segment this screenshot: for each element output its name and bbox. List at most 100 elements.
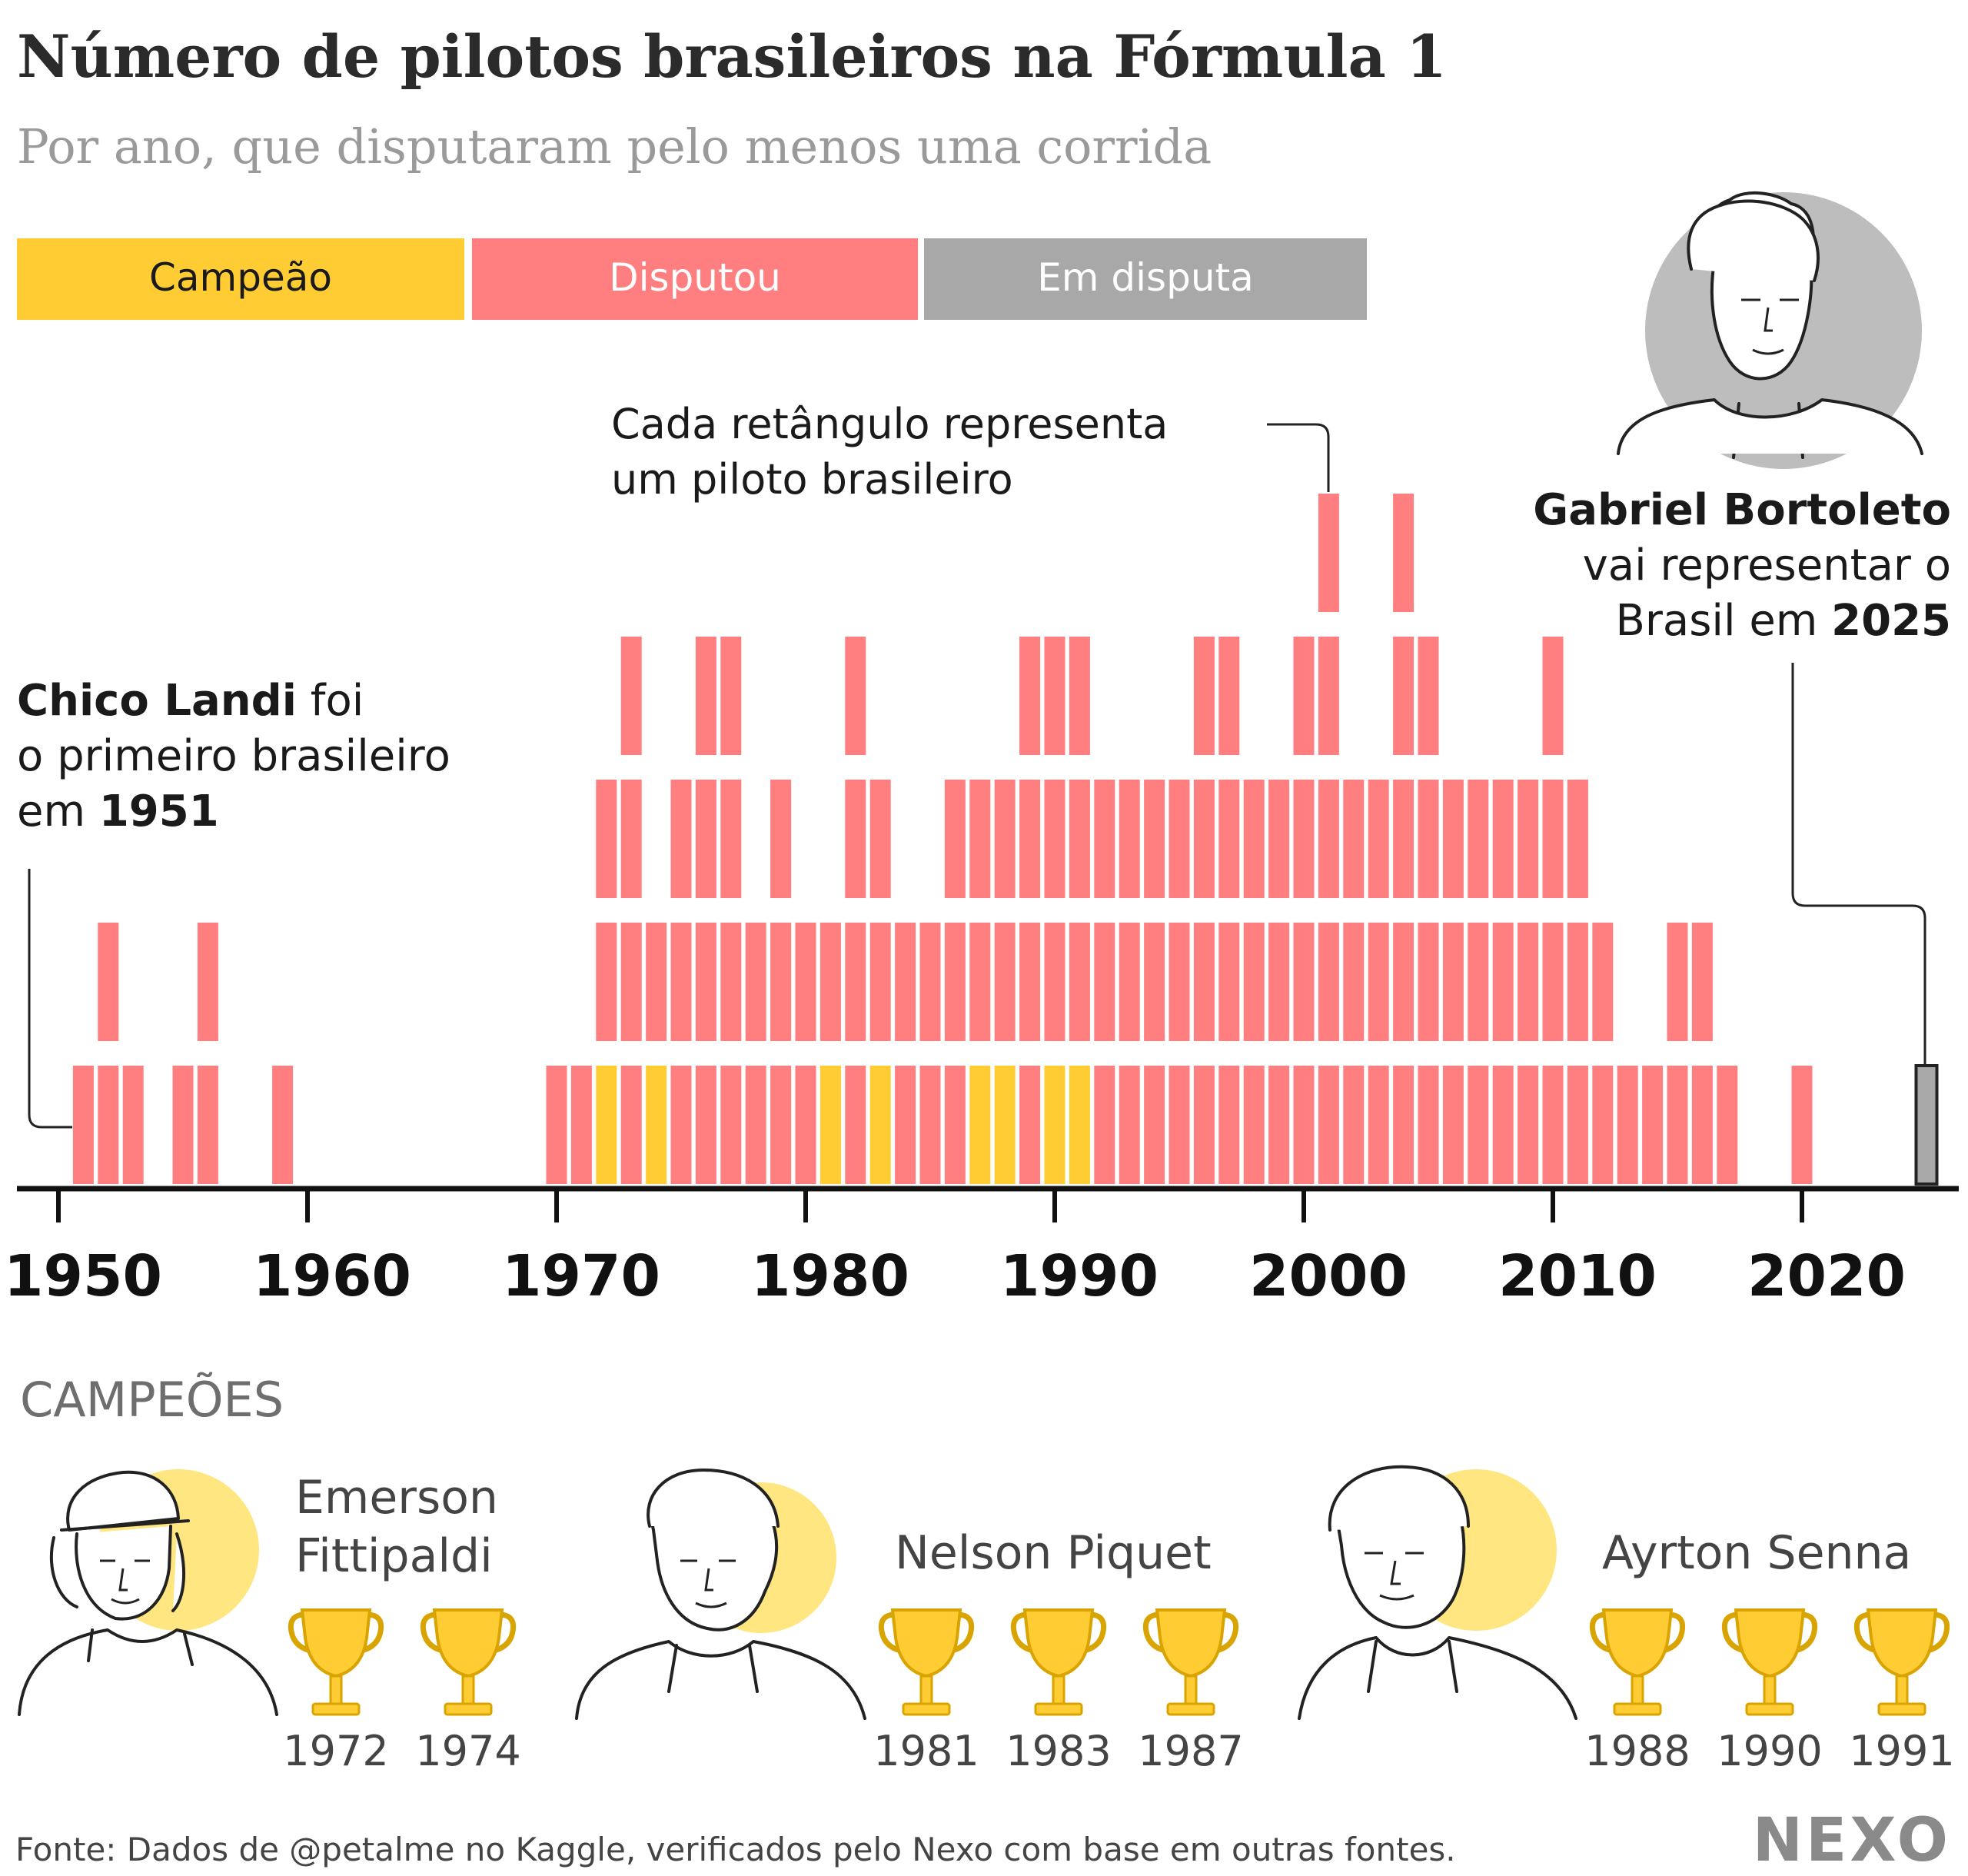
bar-driver	[596, 780, 617, 898]
bar-driver	[1368, 923, 1389, 1041]
bar-driver	[1418, 1066, 1439, 1184]
bar-driver	[1069, 780, 1090, 898]
bar-driver	[770, 1066, 792, 1184]
champion-title-year: 1990	[1717, 1727, 1822, 1775]
bar-driver	[1119, 923, 1140, 1041]
bar-driver	[1243, 780, 1265, 898]
bar-driver	[1468, 923, 1489, 1041]
annotation-each-rect-line2: um piloto brasileiro	[611, 455, 1013, 504]
bar-driver	[1019, 780, 1041, 898]
champion-portrait-senna	[1298, 1465, 1577, 1720]
x-tick-label: 2000	[1249, 1243, 1408, 1309]
bar-driver	[1542, 637, 1564, 755]
annotation-bortoleto-year: 2025	[1831, 596, 1951, 646]
bar-driver-champion	[646, 1066, 667, 1184]
bar-driver	[1293, 780, 1315, 898]
trophy-icon	[1142, 1608, 1239, 1716]
bar-driver-champion	[969, 1066, 991, 1184]
trophy-icon	[420, 1608, 517, 1716]
bar-driver	[1393, 923, 1414, 1041]
bar-driver	[919, 923, 941, 1041]
bar-driver	[695, 637, 716, 755]
x-axis-ticks: 1950 1960 1970 1980 1990 2000 2010 2020	[4, 1189, 1906, 1309]
bar-driver	[845, 1066, 866, 1184]
legend-label-raced: Disputou	[609, 255, 781, 300]
x-tick-label: 1950	[4, 1243, 162, 1309]
bar-driver	[1567, 923, 1588, 1041]
bar-driver	[670, 1066, 692, 1184]
bar-driver	[1667, 923, 1688, 1041]
bar-driver	[1019, 1066, 1041, 1184]
annotation-bortoleto-line2: vai representar o	[1583, 541, 1951, 590]
bar-driver	[1094, 780, 1115, 898]
bar-driver	[845, 637, 866, 755]
bar-driver	[1518, 780, 1539, 898]
legend-swatch-raced	[472, 238, 918, 320]
bar-driver	[670, 780, 692, 898]
bar-driver	[969, 923, 991, 1041]
bar-driver	[1667, 1066, 1688, 1184]
bar-driver	[1119, 1066, 1140, 1184]
bar-driver	[720, 1066, 742, 1184]
bar-driver-ongoing	[1914, 1064, 1939, 1186]
bar-driver	[795, 1066, 816, 1184]
bar-driver	[770, 923, 792, 1041]
bar-driver	[1144, 780, 1165, 898]
legend-label-ongoing: Em disputa	[1037, 255, 1254, 300]
bar-driver	[72, 1066, 94, 1184]
champion-portrait-piquet	[575, 1469, 866, 1720]
bar-driver	[546, 1066, 567, 1184]
bar-driver	[670, 923, 692, 1041]
bar-driver	[695, 1066, 716, 1184]
bar-driver	[944, 780, 966, 898]
legend-swatch-champion	[17, 238, 464, 320]
bar-driver	[745, 1066, 766, 1184]
champion-title-year: 1987	[1138, 1727, 1243, 1775]
bar-driver	[1069, 637, 1090, 755]
bar-driver	[895, 1066, 916, 1184]
bar-driver	[1542, 923, 1564, 1041]
legend: Campeão Disputou Em disputa	[17, 238, 1367, 320]
bar-driver	[1243, 1066, 1265, 1184]
bar-driver	[1218, 637, 1240, 755]
bar-driver-champion	[994, 1066, 1016, 1184]
bar-driver	[869, 780, 891, 898]
bar-driver	[1318, 923, 1339, 1041]
bar-driver	[969, 780, 991, 898]
bar-driver	[1418, 637, 1439, 755]
bar-driver	[1019, 923, 1041, 1041]
bar-driver	[994, 780, 1016, 898]
bar-driver	[1642, 1066, 1664, 1184]
bar-driver	[1119, 780, 1140, 898]
champion-title-year: 1981	[873, 1727, 979, 1775]
bar-driver	[596, 923, 617, 1041]
bar-driver-champion	[1044, 1066, 1065, 1184]
bar-driver	[620, 637, 642, 755]
bar-driver	[1418, 923, 1439, 1041]
bar-driver	[1168, 923, 1190, 1041]
trophy-icon	[1589, 1608, 1686, 1716]
bar-driver	[197, 923, 218, 1041]
bar-driver	[919, 1066, 941, 1184]
bar-driver	[1268, 923, 1290, 1041]
bar-driver	[172, 1066, 194, 1184]
bar-driver-champion	[596, 1066, 617, 1184]
champion-name-1: Nelson Piquet	[895, 1526, 1212, 1580]
trophies-group: 1972 1974 1981 1983 1987 1988 1990 1991	[283, 1608, 1955, 1775]
trophy-icon	[1853, 1608, 1950, 1716]
bar-driver	[1518, 1066, 1539, 1184]
champions-heading: CAMPEÕES	[20, 1372, 284, 1428]
bar-driver	[1393, 1066, 1414, 1184]
bar-driver	[845, 780, 866, 898]
annotation-bortoleto-name: Gabriel Bortoleto	[1533, 485, 1951, 535]
bar-driver	[720, 923, 742, 1041]
chart-subtitle: Por ano, que disputaram pelo menos uma c…	[17, 118, 1212, 175]
bar-driver	[770, 780, 792, 898]
bar-driver	[745, 923, 766, 1041]
bar-driver	[1144, 1066, 1165, 1184]
bar-driver	[1592, 923, 1614, 1041]
x-tick-label: 1970	[502, 1243, 660, 1309]
bar-driver	[895, 923, 916, 1041]
bar-driver	[1293, 923, 1315, 1041]
